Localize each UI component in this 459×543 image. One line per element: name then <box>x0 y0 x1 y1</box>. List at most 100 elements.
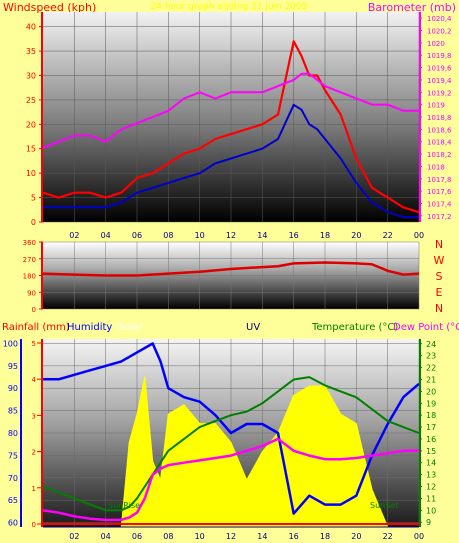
barometer-series-line <box>42 72 419 149</box>
direction-series-line <box>42 261 420 277</box>
bottom-x-tick-label: 22 <box>383 532 393 541</box>
barometer-tick-label: 1018,6 <box>427 126 452 134</box>
compass-label: E <box>436 286 443 299</box>
rainfall-tick-label: 2 <box>32 449 36 457</box>
sunrise-label: SunRise <box>108 501 140 510</box>
barometer-tick-label: 1019,2 <box>427 89 452 97</box>
barometer-tick-label: 1017,8 <box>427 176 452 184</box>
rainfall-axis-title: Rainfall (mm) <box>2 322 70 333</box>
sunset-label: SunSet <box>370 501 398 510</box>
temperature-tick-label: 24 <box>426 340 436 349</box>
compass-label: N <box>435 238 443 251</box>
windspeed-tick-label: 40 <box>26 23 36 32</box>
barometer-tick-label: 1018,8 <box>427 114 452 122</box>
bottom-axes: 02 04 06 08 10 12 14 16 18 20 22 006065707580859095… <box>3 339 436 541</box>
direction-axes: 0 90 180 270 360 <box>23 239 43 314</box>
humidity-tick-label: 85 <box>8 407 18 416</box>
temperature-tick-label: 22 <box>426 364 436 373</box>
temperature-axis-title: Temperature (°C) <box>311 322 398 333</box>
temperature-tick-label: 9 <box>426 518 431 527</box>
chart-title: 24 hour graph ending 21 juin 2005 <box>150 2 307 12</box>
humidity-tick-label: 60 <box>8 519 18 528</box>
temperature-tick-label: 18 <box>426 411 436 420</box>
top-x-tick-label: 12 <box>226 231 236 240</box>
uv-axis-title: UV <box>246 322 260 333</box>
temperature-tick-label: 14 <box>426 459 436 468</box>
humidity-tick-label: 75 <box>8 451 18 460</box>
windspeed-tick-label: 5 <box>31 194 36 203</box>
windspeed-tick-label: 25 <box>26 96 36 105</box>
bottom-x-tick-label: 08 <box>163 532 173 541</box>
windspeed-tick-label: 15 <box>26 145 36 154</box>
barometer-tick-label: 1019,4 <box>427 77 452 85</box>
rainfall-tick-label: 4 <box>32 376 37 384</box>
temperature-tick-label: 17 <box>426 423 436 432</box>
barometer-tick-label: 1018 <box>427 163 445 171</box>
temperature-tick-label: 23 <box>426 352 436 361</box>
barometer-tick-label: 1017,6 <box>427 188 452 196</box>
windspeed-tick-label: 10 <box>26 169 36 178</box>
top-x-tick-label: 04 <box>101 231 111 240</box>
bottom-x-tick-label: 00 <box>414 532 424 541</box>
humidity-tick-label: 95 <box>8 362 18 371</box>
top-x-tick-label: 14 <box>257 231 267 240</box>
windspeed-axis-title: Windspeed (kph) <box>3 1 96 14</box>
humidity-tick-label: 100 <box>3 339 18 348</box>
temperature-tick-label: 16 <box>426 435 436 444</box>
barometer-tick-label: 1020,4 <box>427 15 452 23</box>
top-axes: 02 04 06 08 10 12 14 16 18 20 22 000510152025303540… <box>26 12 452 240</box>
temperature-tick-label: 12 <box>426 483 436 492</box>
direction-tick-label: 0 <box>32 306 36 314</box>
barometer-tick-label: 1020 <box>427 40 445 48</box>
barometer-tick-label: 1017,2 <box>427 213 452 221</box>
direction-series-group <box>42 261 420 277</box>
top-x-tick-label: 18 <box>320 231 330 240</box>
barometer-tick-label: 1017,4 <box>427 200 452 208</box>
rainfall-tick-label: 0 <box>32 521 36 529</box>
top-x-tick-label: 10 <box>195 231 205 240</box>
temperature-tick-label: 13 <box>426 471 436 480</box>
top-x-tick-label: 20 <box>351 231 361 240</box>
top-x-tick-label: 22 <box>383 231 393 240</box>
humidity-series-line <box>43 342 420 515</box>
barometer-tick-label: 1019 <box>427 102 445 110</box>
solar-axis-title: Solar <box>117 322 143 333</box>
bottom-x-tick-label: 18 <box>320 532 330 541</box>
bottom-series-group <box>42 342 420 528</box>
temperature-series-line <box>42 376 420 512</box>
humidity-tick-label: 70 <box>8 474 18 483</box>
barometer-tick-label: 1019,8 <box>427 52 452 60</box>
temperature-tick-label: 20 <box>426 387 436 396</box>
dewpoint-axis-title: Dew Point (°C) <box>393 322 459 333</box>
temperature-tick-label: 19 <box>426 399 436 408</box>
barometer-tick-label: 1020,2 <box>427 28 452 36</box>
direction-tick-label: 180 <box>23 273 36 281</box>
barometer-axis-title: Barometer (mb) <box>368 1 456 14</box>
dewpoint-series-line <box>42 437 419 522</box>
humidity-tick-label: 80 <box>8 429 18 438</box>
windspeed-tick-label: 35 <box>26 47 36 56</box>
temperature-tick-label: 11 <box>426 494 436 503</box>
humidity-axis-title: Humidity <box>67 322 112 333</box>
temperature-tick-label: 21 <box>426 375 436 384</box>
compass-label: W <box>434 254 445 267</box>
bottom-x-tick-label: 10 <box>195 532 205 541</box>
direction-tick-label: 360 <box>23 239 36 247</box>
direction-tick-label: 90 <box>27 289 36 297</box>
humidity-tick-label: 90 <box>8 384 18 393</box>
rainfall-tick-label: 5 <box>32 340 36 348</box>
top-x-tick-label: 08 <box>163 231 173 240</box>
top-series-group <box>42 40 420 219</box>
rainfall-tick-label: 3 <box>32 412 36 420</box>
windspeed-tick-label: 20 <box>26 120 36 129</box>
bottom-x-tick-label: 06 <box>132 532 142 541</box>
rainfall-tick-label: 1 <box>32 485 36 493</box>
humidity-tick-label: 65 <box>8 496 18 505</box>
windspeed-tick-label: 30 <box>26 71 36 80</box>
compass-label: N <box>435 302 443 315</box>
bottom-x-tick-label: 16 <box>289 532 299 541</box>
wind-average-series-line <box>43 103 419 219</box>
temperature-tick-label: 10 <box>426 506 436 515</box>
top-x-tick-label: 06 <box>132 231 142 240</box>
